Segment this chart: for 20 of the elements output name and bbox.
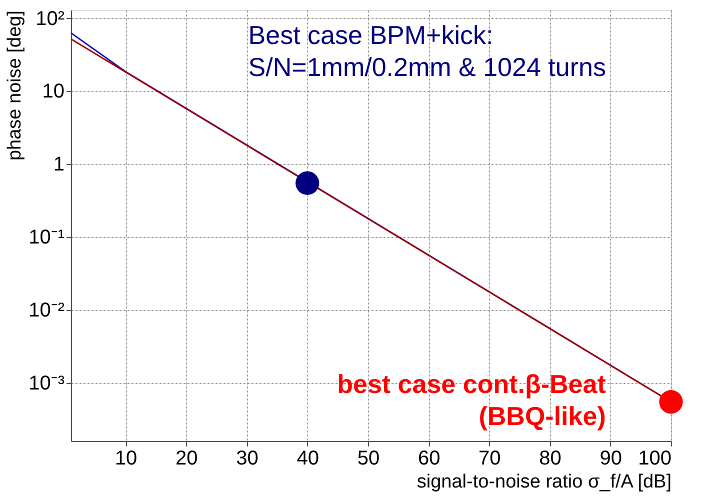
annotation: best case cont.β-Beat (BBQ-like) [337,368,606,431]
x-tick-label: 50 [357,448,380,470]
x-axis-title: signal-to-noise ratio σ_f/A [dB] [416,472,672,492]
y-tick-label: 10⁻¹ [28,226,65,249]
y-tick-label: 1 [53,154,64,176]
x-tick-label: 70 [478,448,501,470]
y-axis-title: phase noise [deg] [4,10,26,161]
x-tick-label: 80 [539,448,562,470]
x-tick-label: 20 [176,448,198,470]
annotation: Best case BPM+kick: S/N=1mm/0.2mm & 1024 turns [248,20,606,82]
x-tick-label: 60 [418,448,440,470]
x-tick-label: 10 [114,448,138,470]
y-tick-label: 10 [42,80,64,103]
y-tick-label: 10⁻³ [28,372,65,394]
x-tick-label: 40 [296,448,319,470]
y-tick-label: 10² [36,8,65,30]
x-tick-label: 90 [600,448,622,470]
y-tick-label: 10⁻² [28,300,65,322]
x-tick-label: 30 [236,448,258,470]
x-tick-label: 100 [638,448,672,470]
